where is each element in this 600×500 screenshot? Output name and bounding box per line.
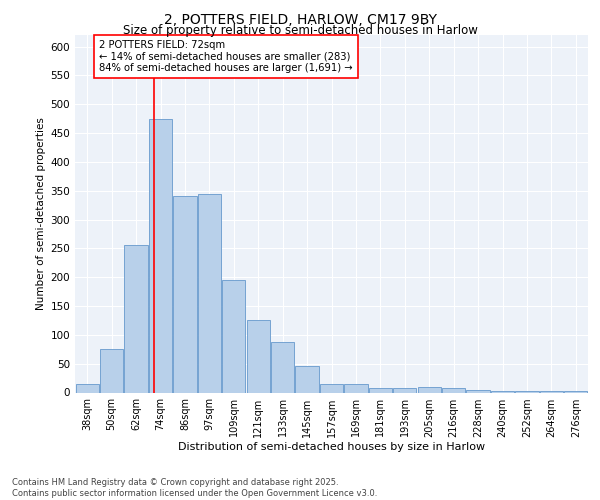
Bar	[76, 384, 99, 392]
Bar	[173, 196, 197, 392]
Bar	[393, 388, 416, 392]
Text: Contains HM Land Registry data © Crown copyright and database right 2025.
Contai: Contains HM Land Registry data © Crown c…	[12, 478, 377, 498]
Bar	[271, 342, 294, 392]
Y-axis label: Number of semi-detached properties: Number of semi-detached properties	[36, 118, 46, 310]
Bar	[466, 390, 490, 392]
X-axis label: Distribution of semi-detached houses by size in Harlow: Distribution of semi-detached houses by …	[178, 442, 485, 452]
Bar	[418, 386, 441, 392]
Bar	[491, 391, 514, 392]
Bar	[320, 384, 343, 392]
Bar	[442, 388, 465, 392]
Bar	[198, 194, 221, 392]
Text: Size of property relative to semi-detached houses in Harlow: Size of property relative to semi-detach…	[122, 24, 478, 37]
Bar	[369, 388, 392, 392]
Bar	[564, 391, 587, 392]
Bar	[222, 280, 245, 392]
Text: 2, POTTERS FIELD, HARLOW, CM17 9BY: 2, POTTERS FIELD, HARLOW, CM17 9BY	[163, 12, 437, 26]
Bar	[344, 384, 368, 392]
Bar	[149, 118, 172, 392]
Bar	[124, 246, 148, 392]
Bar	[100, 350, 123, 393]
Text: 2 POTTERS FIELD: 72sqm
← 14% of semi-detached houses are smaller (283)
84% of se: 2 POTTERS FIELD: 72sqm ← 14% of semi-det…	[100, 40, 353, 73]
Bar	[247, 320, 270, 392]
Bar	[295, 366, 319, 392]
